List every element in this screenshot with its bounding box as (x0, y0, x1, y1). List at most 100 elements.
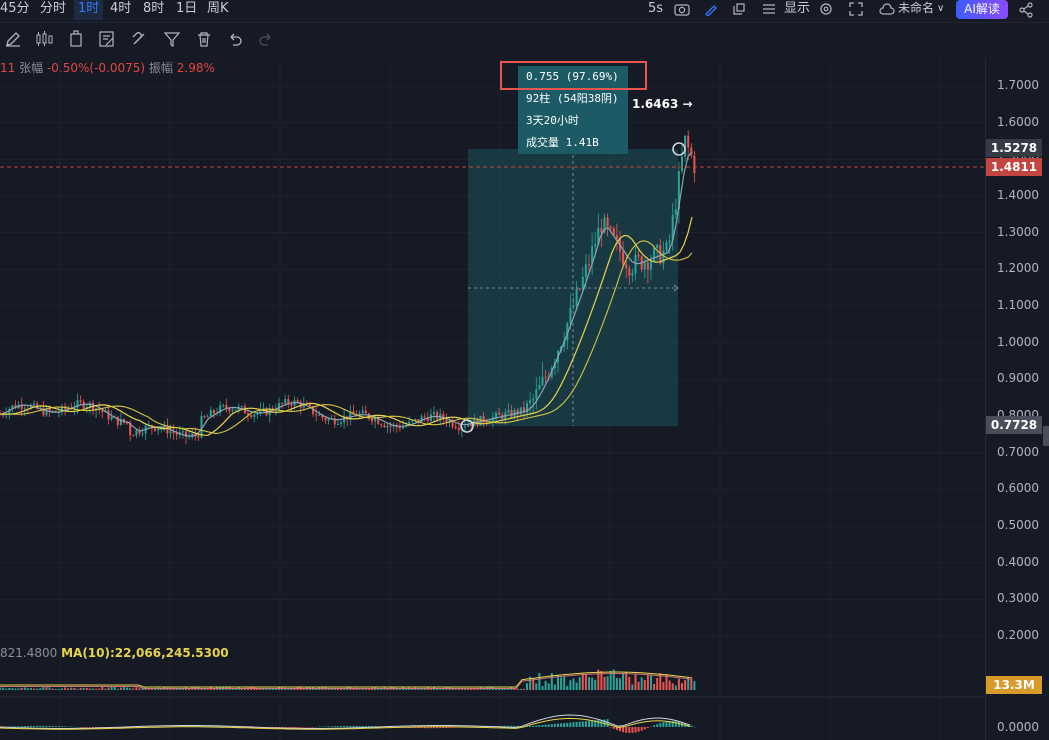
price-axis[interactable]: 1.70001.60001.50001.40001.30001.20001.10… (985, 58, 1049, 740)
candle (637, 254, 640, 257)
candle (116, 416, 119, 425)
timeframe-1h[interactable]: 1时 (74, 0, 104, 20)
magnet-icon[interactable] (130, 30, 148, 48)
price-tick: 1.6000 (997, 114, 1039, 129)
cloud-icon[interactable] (879, 3, 895, 15)
candle (340, 422, 342, 424)
layout-name[interactable]: 未命名 (898, 1, 935, 15)
macd-bar (597, 720, 600, 727)
volume-bar (126, 687, 129, 690)
trash-icon[interactable] (195, 30, 213, 48)
candle (302, 403, 305, 408)
volume-bar (147, 688, 150, 690)
macd-bar (92, 727, 94, 728)
timeframe-4h[interactable]: 4时 (110, 1, 132, 16)
candle (470, 424, 473, 427)
candle (110, 416, 113, 420)
candle (646, 262, 649, 270)
macd-bar (550, 724, 553, 727)
redo-icon[interactable] (257, 30, 275, 48)
brush-icon[interactable] (704, 2, 718, 16)
price-tick: 0.6000 (997, 481, 1039, 496)
ai-analysis-button[interactable]: AI解读 (956, 0, 1008, 19)
macd-bar (665, 721, 668, 727)
volume-bar (293, 688, 296, 690)
settings-icon[interactable] (819, 2, 833, 16)
macd-bar (507, 725, 510, 727)
macd-bar (581, 721, 584, 727)
macd-bar (677, 721, 680, 727)
macd-bar (529, 726, 532, 727)
volume-bar (606, 676, 609, 690)
candle (296, 400, 299, 403)
candles-icon[interactable] (35, 30, 53, 48)
expand-icon[interactable] (849, 2, 863, 16)
macd-bar (349, 725, 352, 727)
macd-bar (504, 725, 507, 727)
change-value: -0.50%(-0.0075) (46, 61, 146, 75)
menu-icon[interactable] (762, 3, 776, 15)
macd-bar (513, 725, 516, 727)
macd-bar (216, 726, 218, 727)
interval-label[interactable]: 5s (648, 1, 664, 16)
timeframe-45m[interactable]: 45分 (0, 1, 30, 16)
measure-volume: 成交量 1.41B (526, 136, 599, 149)
candle (312, 406, 315, 415)
timeframe-1w[interactable]: 周K (207, 1, 229, 16)
axis-scroll-handle[interactable] (1043, 426, 1049, 446)
timeframe-tick[interactable]: 分时 (40, 1, 67, 16)
macd-bar (640, 727, 643, 731)
volume-bar (85, 687, 88, 690)
volume-bar (178, 688, 181, 690)
candle (414, 419, 417, 421)
measure-end-handle[interactable] (672, 142, 686, 156)
volume-bar (439, 688, 442, 690)
template-icon[interactable] (98, 30, 116, 48)
candle (228, 408, 231, 412)
candle (42, 407, 45, 416)
timeframe-8h[interactable]: 8时 (143, 1, 165, 16)
undo-icon[interactable] (226, 30, 244, 48)
macd-bar (346, 725, 349, 727)
candle (287, 399, 290, 405)
camera-icon[interactable] (674, 2, 690, 16)
candle (665, 242, 668, 252)
volume-bar (476, 688, 479, 690)
volume-bar (67, 688, 70, 690)
volume-bar (240, 688, 243, 690)
candle (247, 413, 249, 416)
candle (423, 416, 426, 418)
macd-bar (451, 727, 454, 728)
candle (581, 276, 584, 290)
display-button[interactable]: 显示 (784, 1, 811, 16)
volume-bar (61, 688, 63, 690)
candle (219, 405, 222, 414)
price-chart[interactable] (0, 0, 985, 740)
macd-bar (290, 727, 293, 728)
macd-bar (600, 719, 603, 727)
macd-bar (439, 727, 442, 729)
candle (606, 217, 609, 227)
share-icon[interactable] (1018, 2, 1034, 18)
volume-bar (175, 688, 178, 690)
volume-bar (57, 688, 60, 690)
ohlc-info-line: 11 张幅 -0.50%(-0.0075) 振幅 2.98% (0, 60, 215, 76)
chevron-down-icon[interactable]: ∨ (937, 3, 945, 14)
indicator-icon[interactable] (67, 30, 85, 48)
volume-bar (5, 688, 8, 690)
macd-bar (690, 725, 693, 727)
candle (123, 418, 125, 423)
filter-icon[interactable] (163, 30, 181, 48)
timeframe-1d[interactable]: 1日 (176, 1, 198, 16)
fullscreen-window-icon[interactable] (732, 2, 746, 16)
candle (445, 419, 448, 423)
candle (591, 246, 594, 265)
volume-bar (262, 688, 265, 690)
macd-bar (54, 726, 57, 727)
pencil-icon[interactable] (4, 30, 22, 48)
candle (197, 435, 200, 438)
volume-bar (690, 676, 693, 690)
macd-bar (588, 720, 590, 727)
measure-start-handle[interactable] (460, 419, 474, 433)
macd-bar (48, 725, 51, 727)
